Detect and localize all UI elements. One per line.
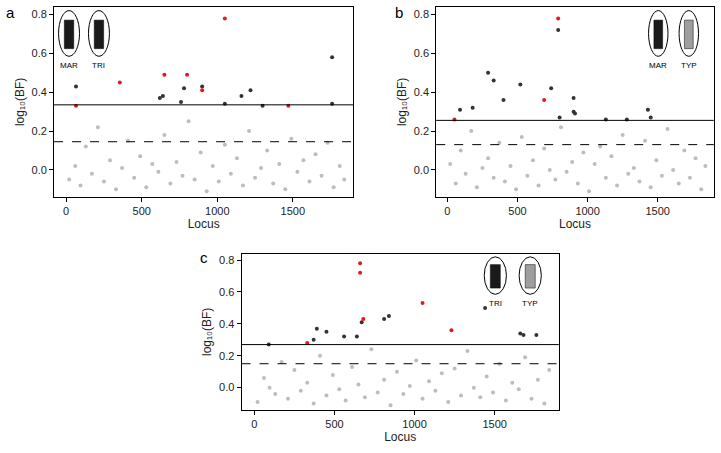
svg-text:MAR: MAR — [60, 61, 78, 70]
svg-text:0.0: 0.0 — [32, 164, 47, 176]
svg-text:0.2: 0.2 — [32, 125, 47, 137]
svg-text:0.0: 0.0 — [414, 164, 429, 176]
svg-text:1500: 1500 — [482, 418, 506, 430]
svg-text:0.8: 0.8 — [414, 8, 429, 20]
svg-text:500: 500 — [325, 418, 343, 430]
svg-text:0.6: 0.6 — [219, 286, 234, 298]
svg-text:0.4: 0.4 — [219, 318, 234, 330]
svg-text:500: 500 — [133, 205, 151, 217]
svg-text:b: b — [395, 4, 403, 21]
svg-text:TRI: TRI — [489, 299, 502, 308]
svg-text:1000: 1000 — [575, 205, 599, 217]
svg-text:Locus: Locus — [559, 217, 591, 231]
svg-text:0.4: 0.4 — [32, 86, 47, 98]
svg-text:c: c — [200, 249, 208, 266]
svg-text:0.8: 0.8 — [32, 8, 47, 20]
svg-text:0.8: 0.8 — [219, 254, 234, 266]
svg-text:TYP: TYP — [522, 299, 538, 308]
svg-text:0: 0 — [444, 205, 450, 217]
svg-text:0.4: 0.4 — [414, 86, 429, 98]
svg-text:MAR: MAR — [649, 61, 667, 70]
svg-text:0: 0 — [251, 418, 257, 430]
svg-text:0: 0 — [63, 205, 69, 217]
svg-text:0.2: 0.2 — [219, 350, 234, 362]
svg-text:Locus: Locus — [188, 217, 220, 231]
svg-text:a: a — [6, 4, 15, 21]
svg-text:1500: 1500 — [281, 205, 305, 217]
svg-text:0.6: 0.6 — [414, 47, 429, 59]
svg-text:0.0: 0.0 — [219, 381, 234, 393]
svg-text:1000: 1000 — [402, 418, 426, 430]
svg-text:0.2: 0.2 — [414, 125, 429, 137]
svg-text:1500: 1500 — [645, 205, 669, 217]
svg-text:0.6: 0.6 — [32, 47, 47, 59]
svg-text:500: 500 — [508, 205, 526, 217]
svg-text:TRI: TRI — [92, 61, 105, 70]
svg-text:log₁₀(BF): log₁₀(BF) — [200, 308, 214, 356]
svg-text:log₁₀(BF): log₁₀(BF) — [13, 78, 27, 126]
svg-text:Locus: Locus — [384, 430, 416, 444]
svg-text:TYP: TYP — [681, 61, 697, 70]
svg-text:log₁₀(BF): log₁₀(BF) — [395, 78, 409, 126]
svg-text:1000: 1000 — [205, 205, 229, 217]
